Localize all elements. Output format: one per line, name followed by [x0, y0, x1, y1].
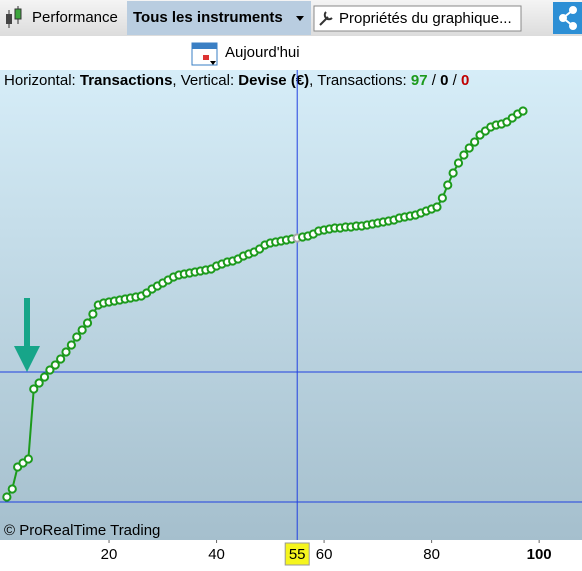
instruments-dropdown[interactable]: Tous les instruments	[133, 9, 283, 26]
trade-point	[2, 492, 12, 502]
trade-point	[61, 347, 71, 357]
trade-point	[443, 180, 453, 190]
dropdown-caret	[296, 16, 304, 21]
x-tick-label: 40	[208, 546, 225, 563]
plot-area	[0, 70, 582, 540]
date-label[interactable]: Aujourd'hui	[225, 44, 300, 61]
x-tick-label: 60	[316, 546, 333, 563]
trade-point	[66, 340, 76, 350]
trade-point	[50, 360, 60, 370]
trade-point	[39, 372, 50, 382]
wrench-icon	[319, 11, 333, 26]
date-bar	[0, 36, 582, 70]
crosshair-label-bg	[284, 542, 310, 566]
trade-point	[432, 202, 442, 212]
trade-point	[77, 325, 87, 335]
annotation-arrow	[14, 298, 40, 372]
trade-point	[464, 143, 474, 153]
trade-point	[518, 106, 528, 116]
performance-icon	[6, 6, 22, 28]
x-tick-label: 100	[527, 546, 552, 563]
instruments-tab[interactable]	[127, 1, 311, 35]
x-tick-label: 20	[101, 546, 118, 563]
copyright: © ProRealTime Trading	[4, 522, 160, 539]
trade-point	[470, 137, 480, 147]
share-icon	[559, 6, 577, 30]
trade-point	[7, 484, 17, 494]
trade-point	[29, 384, 39, 394]
trade-point	[23, 454, 33, 464]
properties-label[interactable]: Propriétés du graphique...	[339, 10, 512, 27]
trade-point	[34, 378, 44, 388]
info-line: Horizontal: Transactions, Vertical: Devi…	[4, 72, 469, 89]
trade-point	[453, 158, 464, 168]
trade-point	[56, 354, 66, 364]
crosshair-label: 55	[289, 546, 306, 563]
calendar-icon[interactable]	[191, 42, 218, 66]
share-button[interactable]	[553, 2, 582, 34]
trade-point	[45, 365, 55, 375]
properties-button[interactable]	[313, 5, 522, 32]
performance-tab[interactable]: Performance	[32, 9, 118, 26]
trade-point	[88, 309, 98, 319]
trade-point	[437, 193, 447, 203]
trade-point	[448, 168, 458, 178]
x-tick-label: 80	[423, 546, 440, 563]
trade-point	[72, 332, 82, 342]
trade-point	[82, 318, 93, 328]
trade-point	[459, 150, 469, 160]
